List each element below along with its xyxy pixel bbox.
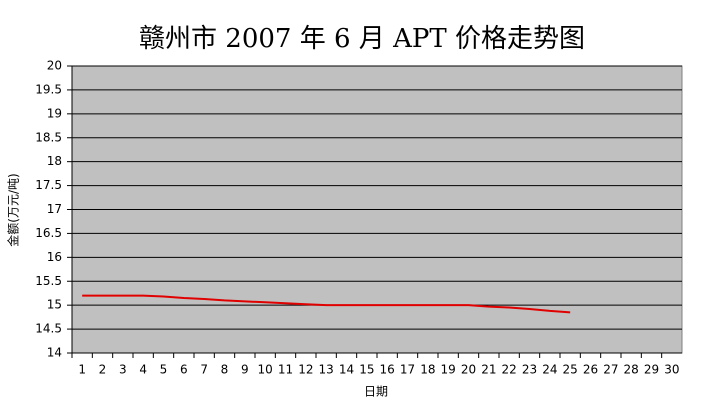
x-axis-label: 日期 [364, 385, 388, 399]
x-tick-label: 29 [644, 363, 659, 377]
x-tick-label: 19 [441, 363, 456, 377]
x-tick-label: 10 [258, 363, 273, 377]
x-tick-label: 3 [119, 363, 127, 377]
x-tick-label: 17 [400, 363, 415, 377]
x-tick-label: 9 [241, 363, 249, 377]
y-tick-label: 18.5 [35, 130, 62, 144]
y-tick-label: 20 [47, 59, 62, 73]
x-tick-label: 23 [522, 363, 537, 377]
y-tick-label: 19 [47, 106, 62, 120]
x-tick-label: 25 [563, 363, 578, 377]
y-axis-label: 金额(万元/吨) [6, 173, 21, 246]
x-tick-label: 2 [99, 363, 107, 377]
x-tick-label: 30 [664, 363, 679, 377]
y-tick-label: 15 [47, 298, 62, 312]
y-tick-label: 19.5 [35, 82, 62, 96]
y-tick-label: 14.5 [35, 322, 62, 336]
x-tick-label: 13 [319, 363, 334, 377]
x-tick-label: 14 [339, 363, 354, 377]
y-tick-label: 15.5 [35, 274, 62, 288]
x-tick-label: 26 [583, 363, 598, 377]
x-tick-label: 20 [461, 363, 476, 377]
x-tick-label: 4 [139, 363, 147, 377]
x-tick-label: 22 [502, 363, 517, 377]
x-tick-label: 21 [481, 363, 496, 377]
x-tick-label: 15 [359, 363, 374, 377]
y-tick-label: 18 [47, 154, 62, 168]
x-tick-label: 24 [542, 363, 557, 377]
y-tick-label: 14 [47, 346, 62, 360]
y-tick-label: 17.5 [35, 178, 62, 192]
y-tick-label: 16 [47, 250, 62, 264]
data-line [82, 294, 571, 314]
x-tick-label: 28 [624, 363, 639, 377]
x-tick-label: 11 [278, 363, 293, 377]
y-tick-label: 17 [47, 202, 62, 216]
x-tick-label: 5 [160, 363, 168, 377]
x-tick-label: 27 [603, 363, 618, 377]
x-tick-label: 8 [221, 363, 229, 377]
x-tick-label: 1 [78, 363, 86, 377]
y-tick-label: 16.5 [35, 226, 62, 240]
chart-title: 赣州市 2007 年 6 月 APT 价格走势图 [139, 24, 585, 54]
x-tick-label: 12 [298, 363, 313, 377]
x-tick-label: 16 [380, 363, 395, 377]
x-tick-label: 7 [200, 363, 208, 377]
x-tick-label: 6 [180, 363, 188, 377]
x-tick-label: 18 [420, 363, 435, 377]
